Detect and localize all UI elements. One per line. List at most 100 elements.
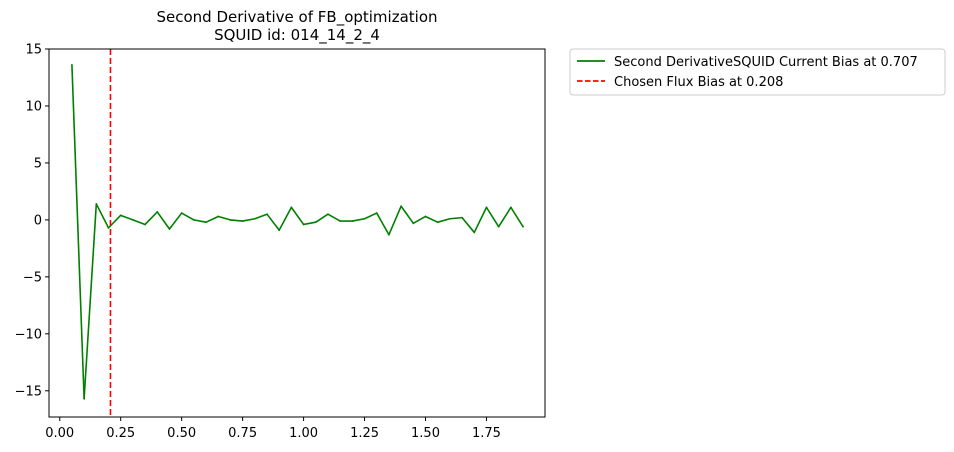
- data-point: [144, 223, 146, 226]
- x-tick-label: 0.50: [167, 426, 196, 441]
- series-line-segment: [473, 206, 488, 234]
- data-point: [485, 206, 488, 209]
- series-line-segment: [485, 206, 500, 228]
- series-line-segment: [217, 215, 232, 221]
- series-line-segment: [436, 217, 451, 223]
- data-point: [327, 213, 329, 216]
- legend: Second DerivativeSQUID Current Bias at 0…: [569, 48, 946, 96]
- series-line-segment: [461, 216, 476, 234]
- series-line-segment: [254, 213, 268, 220]
- data-point: [351, 220, 354, 222]
- data-point: [314, 221, 317, 223]
- data-point: [461, 216, 463, 219]
- series-line-segment: [168, 212, 183, 230]
- series-line-segment: [388, 205, 402, 236]
- series-line-segment: [156, 211, 171, 230]
- y-tick-label: 0: [34, 213, 42, 228]
- data-point: [412, 222, 415, 225]
- data-point: [193, 219, 195, 221]
- y-tick-label: −5: [23, 270, 42, 285]
- data-point: [156, 211, 159, 213]
- x-tick-label: 1.00: [289, 426, 318, 441]
- series-line-segment: [510, 206, 524, 228]
- series-line-segment: [363, 212, 378, 220]
- series-line-segment: [95, 203, 110, 229]
- data-point: [302, 223, 305, 226]
- legend-label-vline: Chosen Flux Bias at 0.208: [614, 75, 783, 90]
- series-0: [71, 64, 524, 400]
- data-point: [473, 231, 476, 234]
- y-tick-label: −15: [15, 384, 42, 399]
- y-tick-label: 15: [25, 43, 42, 58]
- series-line-segment: [351, 217, 366, 222]
- series-line-segment: [180, 212, 195, 221]
- data-point: [388, 233, 390, 236]
- legend-box: [569, 48, 946, 96]
- series-line-segment: [144, 211, 159, 226]
- series-line-segment: [302, 221, 317, 226]
- series-line-segment: [266, 213, 280, 231]
- data-point: [497, 225, 500, 228]
- series-line-segment: [314, 213, 329, 223]
- y-axis: 15 10 5 0 −5 −10 −15: [15, 43, 49, 399]
- series-line-segment: [290, 206, 305, 226]
- data-point: [119, 214, 122, 217]
- series-line-segment: [193, 219, 207, 223]
- data-point: [375, 212, 378, 214]
- y-tick-label: 5: [34, 156, 42, 171]
- data-point: [278, 229, 280, 231]
- data-point: [71, 64, 73, 66]
- data-point: [449, 217, 451, 220]
- data-point: [95, 203, 98, 205]
- series-line-segment: [241, 217, 256, 222]
- series-line-segment: [400, 205, 415, 225]
- data-point: [400, 205, 402, 208]
- data-point: [168, 228, 171, 230]
- series-line-segment: [205, 215, 220, 223]
- data-point: [339, 220, 341, 222]
- data-point: [241, 220, 244, 222]
- data-point: [132, 219, 134, 221]
- series-line-segment: [327, 213, 341, 222]
- series-line-segment: [119, 214, 134, 221]
- data-point: [436, 221, 439, 223]
- data-point: [510, 206, 512, 209]
- axes-frame: [48, 48, 546, 418]
- x-tick-label: 0.00: [45, 426, 74, 441]
- x-axis: 0.00 0.25 0.50 0.75 1.00 1.25 1.50 1.75: [45, 417, 501, 441]
- data-point: [180, 212, 183, 214]
- series-line-segment: [424, 215, 439, 223]
- series-line-segment: [229, 219, 244, 222]
- series-line-segment: [449, 216, 463, 220]
- x-tick-label: 1.50: [411, 426, 440, 441]
- x-tick-label: 0.75: [228, 426, 257, 441]
- data-point: [254, 217, 256, 220]
- series-line-segment: [412, 215, 427, 225]
- data-point: [217, 215, 220, 218]
- x-tick-label: 1.75: [472, 426, 501, 441]
- data-point: [83, 397, 85, 400]
- x-tick-label: 1.25: [350, 426, 379, 441]
- chart-title: Second Derivative of FB_optimization: [156, 8, 437, 27]
- data-point: [107, 227, 110, 229]
- y-tick-label: −10: [15, 327, 42, 342]
- y-tick-label: 10: [25, 99, 42, 114]
- x-tick-label: 0.25: [106, 426, 135, 441]
- data-point: [424, 215, 427, 218]
- data-point: [205, 221, 207, 223]
- series-line-segment: [278, 206, 293, 231]
- series-line-segment: [497, 206, 512, 228]
- series-line-segment: [83, 203, 98, 400]
- data-point: [229, 219, 232, 221]
- data-point: [522, 225, 524, 228]
- series-layer: [71, 64, 524, 400]
- legend-label-series: Second DerivativeSQUID Current Bias at 0…: [614, 55, 918, 70]
- series-line-segment: [375, 212, 390, 236]
- series-line-segment: [71, 64, 85, 400]
- data-point: [266, 213, 268, 216]
- series-line-segment: [132, 219, 146, 226]
- chart-subtitle: SQUID id: 014_14_2_4: [214, 26, 380, 45]
- data-point: [363, 217, 366, 220]
- plot-area: 15 10 5 0 −5 −10 −15 0.00 0.25 0.50 0.75 1.00 1.25 1…: [15, 43, 546, 441]
